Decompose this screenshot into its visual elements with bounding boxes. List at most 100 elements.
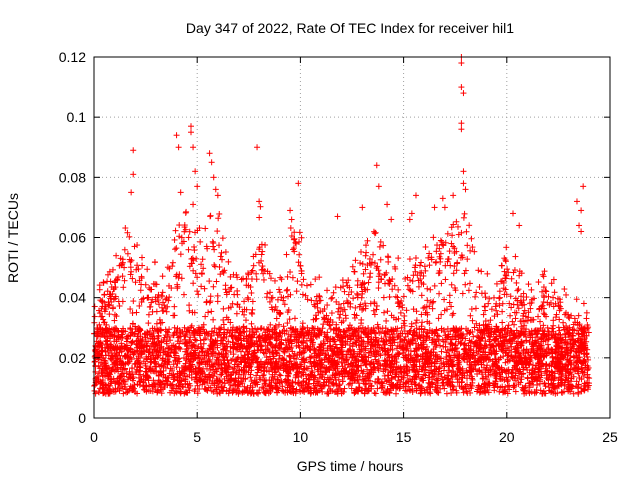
data-point xyxy=(91,387,98,394)
data-point xyxy=(145,320,152,327)
data-point xyxy=(291,235,298,242)
data-point xyxy=(492,303,499,310)
data-point xyxy=(392,293,399,300)
data-point xyxy=(404,282,411,289)
data-point xyxy=(276,286,283,293)
data-point xyxy=(395,303,402,310)
data-point xyxy=(445,255,452,262)
data-point xyxy=(248,289,255,296)
data-point xyxy=(418,292,425,299)
data-point xyxy=(263,294,270,301)
data-point xyxy=(96,310,103,317)
data-point xyxy=(556,316,563,323)
data-point xyxy=(508,343,515,350)
data-point xyxy=(464,256,471,263)
data-point xyxy=(330,289,337,296)
data-point xyxy=(269,294,276,301)
data-point xyxy=(371,299,378,306)
data-point xyxy=(300,276,307,283)
data-point xyxy=(442,276,449,283)
data-point xyxy=(172,227,179,234)
data-point xyxy=(499,319,506,326)
data-point xyxy=(403,307,410,314)
data-point xyxy=(173,245,180,252)
data-point xyxy=(210,283,217,290)
data-point xyxy=(217,271,224,278)
data-point xyxy=(281,301,288,308)
data-point xyxy=(444,230,451,237)
data-point xyxy=(195,291,202,298)
data-point xyxy=(106,311,113,318)
data-point xyxy=(350,295,357,302)
data-point xyxy=(436,290,443,297)
data-point xyxy=(146,304,153,311)
data-point xyxy=(468,306,475,313)
data-point xyxy=(324,302,331,309)
data-point xyxy=(386,277,393,284)
data-point xyxy=(363,249,370,256)
data-point xyxy=(206,278,213,285)
data-point xyxy=(185,246,192,253)
data-point xyxy=(583,309,590,316)
data-point xyxy=(307,281,314,288)
data-point xyxy=(454,259,461,266)
data-point xyxy=(208,308,215,315)
data-point xyxy=(289,274,296,281)
data-point xyxy=(171,236,178,243)
data-point xyxy=(294,278,301,285)
data-point xyxy=(488,306,495,313)
data-point xyxy=(490,294,497,301)
data-point xyxy=(167,337,174,344)
data-point xyxy=(91,303,98,310)
data-point xyxy=(243,317,250,324)
data-point xyxy=(303,282,310,289)
data-point xyxy=(201,285,208,292)
data-point xyxy=(266,298,273,305)
data-point xyxy=(342,315,349,322)
data-point xyxy=(371,390,378,397)
data-point xyxy=(91,313,98,320)
data-point xyxy=(205,309,212,316)
data-point xyxy=(293,288,300,295)
data-point xyxy=(518,293,525,300)
data-point xyxy=(121,246,128,253)
data-point xyxy=(395,286,402,293)
data-point xyxy=(137,287,144,294)
data-point xyxy=(129,275,136,282)
data-point xyxy=(145,311,152,318)
data-point xyxy=(216,210,223,217)
data-point xyxy=(286,316,293,323)
data-point xyxy=(502,359,509,366)
data-point xyxy=(174,325,181,332)
data-point xyxy=(507,293,514,300)
data-point xyxy=(385,258,392,265)
data-point xyxy=(439,382,446,389)
data-point xyxy=(299,291,306,298)
data-point xyxy=(170,361,177,368)
data-point xyxy=(229,300,236,307)
data-point xyxy=(262,241,269,248)
data-point xyxy=(221,326,228,333)
data-point xyxy=(226,288,233,295)
data-point xyxy=(358,294,365,301)
data-point xyxy=(249,298,256,305)
data-point xyxy=(243,276,250,283)
data-point xyxy=(288,216,295,223)
data-point xyxy=(363,242,370,249)
data-point xyxy=(535,279,542,286)
data-point xyxy=(496,294,503,301)
data-point xyxy=(352,304,359,311)
data-point xyxy=(298,281,305,288)
data-point xyxy=(424,285,431,292)
data-point xyxy=(211,262,218,269)
data-point xyxy=(250,262,257,269)
data-point xyxy=(364,237,371,244)
data-point xyxy=(177,251,184,258)
data-point xyxy=(127,264,134,271)
data-point xyxy=(528,286,535,293)
data-point xyxy=(207,212,214,219)
data-point xyxy=(280,323,287,330)
data-point xyxy=(156,316,163,323)
data-point xyxy=(214,298,221,305)
data-point xyxy=(400,293,407,300)
